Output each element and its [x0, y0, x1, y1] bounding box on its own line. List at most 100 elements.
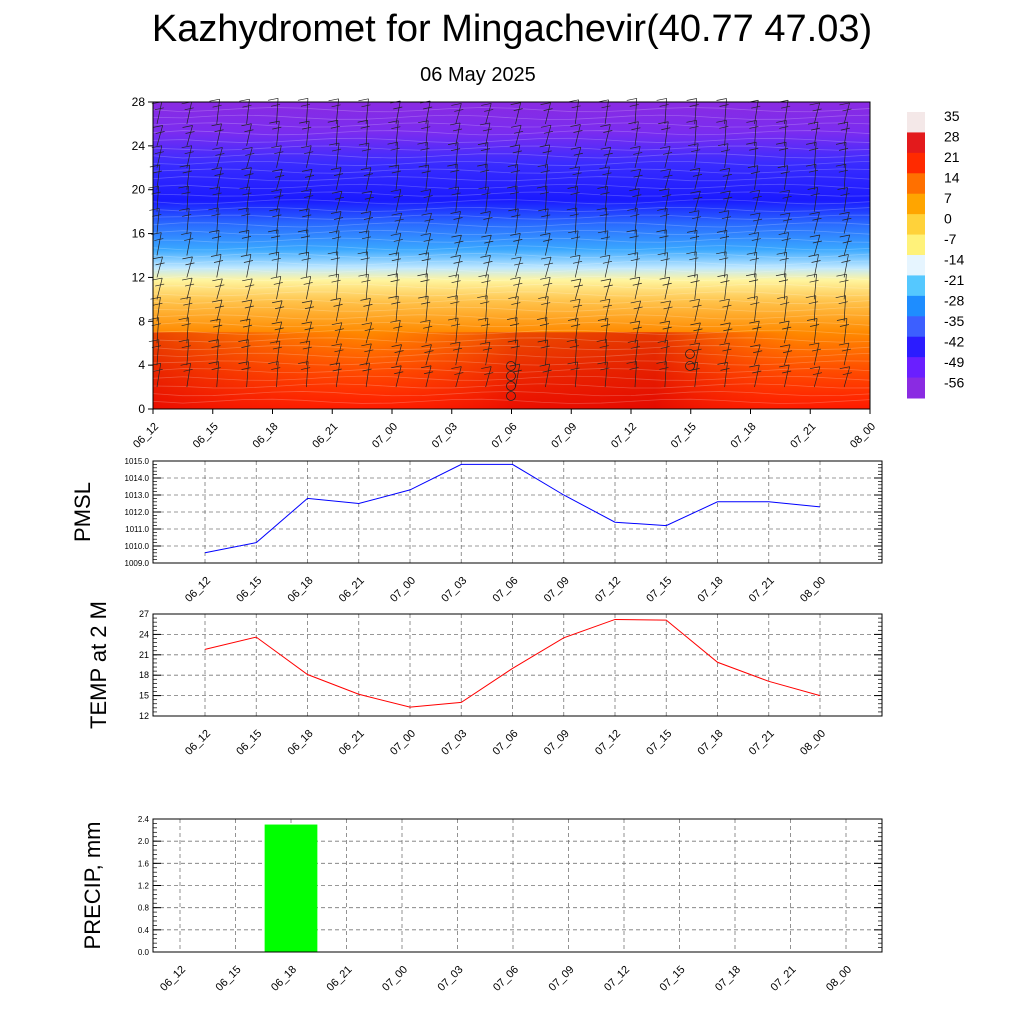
- wind-barb-flag: [842, 372, 852, 376]
- wind-barb-flag: [361, 148, 372, 152]
- wind-barb-flag: [327, 251, 338, 255]
- contour-line: [152, 306, 871, 312]
- wind-barb-flag: [812, 108, 822, 112]
- x-tick-label: 07_06: [491, 728, 521, 758]
- wind-barb-flag: [423, 325, 433, 329]
- colorbar-swatch: [907, 357, 925, 379]
- wind-barb-flag: [543, 130, 554, 134]
- wind-barb: [843, 164, 847, 190]
- wind-barb: [186, 232, 192, 256]
- wind-barb: [813, 295, 817, 322]
- contour-line: [152, 160, 871, 166]
- wind-barb-flag: [300, 276, 311, 279]
- wind-barb: [515, 277, 521, 300]
- wind-barb: [485, 186, 489, 212]
- y-tick-label: 27: [139, 609, 149, 619]
- wind-barb-flag: [482, 128, 493, 132]
- wind-barb-flag: [809, 279, 819, 283]
- calm-wind-circle: [506, 391, 516, 401]
- wind-barb-flag: [148, 185, 159, 189]
- wind-barb: [335, 211, 342, 234]
- x-tick-label: 07_00: [380, 964, 410, 994]
- colorbar-label: 35: [944, 108, 960, 124]
- wind-barb: [604, 124, 611, 146]
- wind-barb-flag: [183, 302, 193, 306]
- wind-barb: [604, 255, 611, 278]
- wind-barb-flag: [212, 104, 222, 108]
- wind-barb-flag: [629, 235, 639, 239]
- wind-barb-flag: [723, 328, 733, 332]
- contour-line: [152, 337, 871, 343]
- wind-barb-flag: [633, 306, 643, 310]
- wind-barb-flag: [569, 213, 579, 217]
- y-tick-label: 21: [139, 650, 149, 660]
- wind-barb-flag: [242, 192, 252, 196]
- wind-barb-flag: [329, 362, 340, 366]
- wind-barb: [754, 364, 760, 388]
- y-tick-label: 18: [139, 670, 149, 680]
- wind-barb-flag: [417, 141, 428, 145]
- wind-barb-flag: [304, 306, 315, 310]
- wind-barb-flag: [388, 295, 399, 299]
- wind-barb: [276, 229, 279, 256]
- wind-barb-flag: [358, 98, 369, 102]
- wind-barb: [545, 208, 549, 234]
- wind-barb-flag: [388, 164, 399, 168]
- y-tick-label: 4: [138, 358, 145, 372]
- wind-barb-flag: [271, 257, 281, 261]
- wind-barb-flag: [779, 344, 791, 348]
- wind-barb: [574, 255, 581, 278]
- wind-barb: [455, 366, 462, 388]
- wind-barb-flag: [268, 361, 279, 364]
- y-axis-label: PRECIP, mm: [80, 822, 105, 950]
- wind-barb: [485, 255, 491, 278]
- wind-barb: [784, 344, 791, 366]
- contour-line: [152, 260, 871, 266]
- wind-barb-flag: [507, 317, 518, 320]
- y-axis-label: TEMP at 2 M: [86, 601, 111, 729]
- x-tick-label: 06_12: [131, 421, 161, 451]
- wind-barb: [216, 147, 223, 168]
- wind-barb-flag: [750, 302, 760, 305]
- wind-barb-flag: [838, 169, 848, 173]
- wind-barb-flag: [275, 175, 285, 178]
- wind-barb: [754, 165, 759, 190]
- wind-barb-flag: [299, 120, 310, 124]
- wind-barb: [246, 123, 252, 146]
- y-tick-label: 1012.0: [125, 508, 150, 517]
- wind-barb: [395, 273, 398, 300]
- wind-barb: [515, 186, 518, 212]
- wind-barb: [604, 186, 608, 212]
- wind-barb-flag: [807, 121, 819, 125]
- wind-barb-flag: [213, 324, 223, 328]
- wind-barb: [395, 213, 402, 234]
- wind-barb: [425, 213, 432, 234]
- wind-barb-flag: [722, 304, 732, 308]
- wind-barb: [156, 145, 163, 168]
- wind-barb-flag: [239, 186, 250, 190]
- wind-barb-flag: [480, 323, 491, 327]
- wind-barb: [425, 320, 431, 344]
- x-tick-label: 07_12: [593, 728, 623, 758]
- wind-barb: [843, 142, 847, 168]
- wind-barb-flag: [150, 296, 161, 300]
- wind-barb: [664, 121, 669, 146]
- colorbar: 35 28 21 14 7 0 -7 -14 -21 -28 -35 -42 -49 -56: [907, 108, 964, 399]
- colorbar-label: 0: [944, 211, 952, 227]
- wind-barb-flag: [480, 255, 491, 258]
- wind-barb-flag: [272, 126, 282, 130]
- wind-barb: [843, 102, 850, 125]
- wind-barb-flag: [536, 185, 548, 189]
- wind-barb-flag: [779, 320, 790, 324]
- wind-barb-flag: [479, 122, 490, 126]
- wind-barb: [186, 186, 189, 212]
- wind-barb: [574, 339, 578, 366]
- contour-line: [152, 291, 871, 297]
- calm-wind-circle: [506, 381, 516, 391]
- wind-barb-flag: [154, 151, 164, 155]
- wind-barb: [425, 142, 428, 168]
- wind-barb-flag: [480, 211, 491, 214]
- wind-barb-flag: [480, 169, 490, 173]
- wind-barb: [694, 168, 701, 190]
